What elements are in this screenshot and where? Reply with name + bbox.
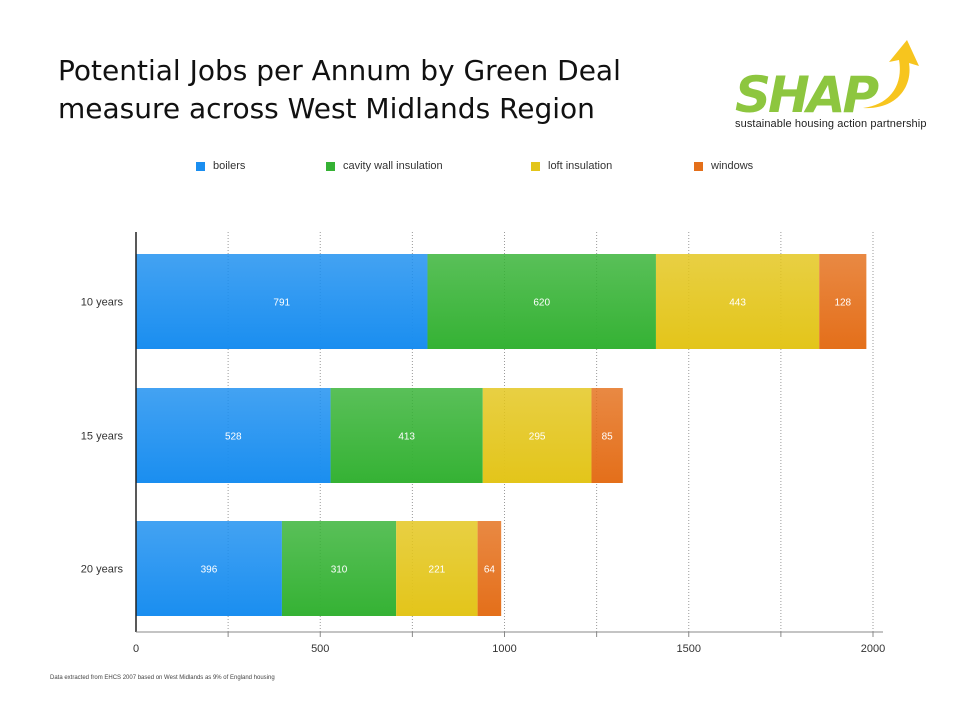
- data-label: 295: [529, 432, 546, 443]
- legend-swatch: [531, 161, 540, 171]
- bar-segment: [136, 388, 331, 483]
- legend-label: cavity wall insulation: [343, 160, 443, 172]
- chart-title: Potential Jobs per Annum by Green Deal m…: [58, 52, 678, 128]
- legend-label: boilers: [213, 160, 246, 172]
- shap-logo-graphic: SHAP: [735, 40, 919, 118]
- chart-title-line-1: Potential Jobs per Annum by Green Deal: [58, 54, 621, 87]
- legend-item: cavity wall insulation: [326, 160, 443, 172]
- data-label: 443: [729, 298, 746, 309]
- bar-segment: [477, 521, 502, 616]
- logo-wordmark: SHAP: [735, 66, 879, 118]
- bar-segment: [330, 388, 483, 483]
- shap-logo: SHAP sustainable housing action partners…: [735, 38, 935, 138]
- y-tick-label: 20 years: [81, 564, 124, 576]
- legend-item: windows: [694, 160, 753, 172]
- bar-segment: [136, 254, 428, 349]
- legend-label: windows: [711, 160, 754, 172]
- bar-segment: [591, 388, 623, 483]
- bar-segment: [136, 521, 282, 616]
- legend-swatch: [196, 161, 205, 171]
- bar-segment: [427, 254, 656, 349]
- legend-item: loft insulation: [531, 160, 612, 172]
- data-label: 128: [834, 298, 851, 309]
- x-tick-label: 500: [311, 643, 329, 655]
- data-label: 85: [602, 432, 614, 443]
- data-label: 791: [273, 298, 290, 309]
- data-label: 221: [429, 565, 446, 576]
- legend-swatch: [694, 161, 703, 171]
- data-label: 310: [331, 565, 348, 576]
- x-tick-label: 0: [133, 643, 139, 655]
- y-tick-label: 15 years: [81, 431, 124, 443]
- logo-arrow-icon: [863, 40, 919, 109]
- data-label: 396: [201, 565, 218, 576]
- y-tick-label: 10 years: [81, 297, 124, 309]
- chart-legend: boilers cavity wall insulation loft insula…: [196, 160, 796, 178]
- bar-segment: [655, 254, 820, 349]
- x-tick-label: 1000: [492, 643, 516, 655]
- bar-segment: [482, 388, 592, 483]
- data-label: 64: [484, 565, 496, 576]
- logo-tagline: sustainable housing action partnership: [735, 118, 927, 130]
- legend-label: loft insulation: [548, 160, 613, 172]
- chart-title-line-2: measure across West Midlands Region: [58, 92, 595, 125]
- data-label: 620: [533, 298, 550, 309]
- data-label: 528: [225, 432, 242, 443]
- legend-swatch: [326, 161, 335, 171]
- x-tick-label: 1500: [677, 643, 701, 655]
- x-tick-label: 2000: [861, 643, 885, 655]
- bar-segment: [819, 254, 867, 349]
- data-label: 413: [398, 432, 415, 443]
- footnote: Data extracted from EHCS 2007 based on W…: [50, 675, 275, 681]
- bar-segment: [281, 521, 397, 616]
- bar-segment: [396, 521, 478, 616]
- legend-item: boilers: [196, 160, 245, 172]
